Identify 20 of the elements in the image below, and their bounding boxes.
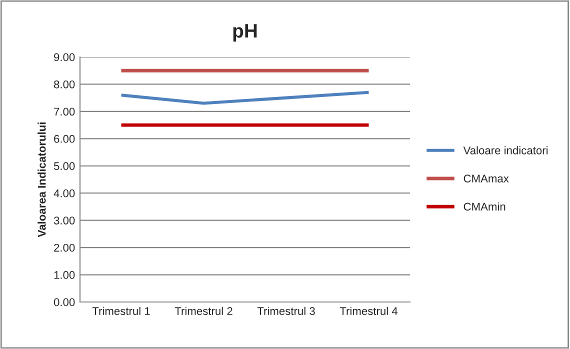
y-tick-label: 9.00: [54, 53, 75, 62]
y-tick-label: 5.00: [54, 162, 75, 170]
y-tick-label: 4.00: [54, 189, 75, 198]
y-tick-label: 2.00: [54, 244, 75, 252]
y-tick-label: 8.00: [54, 80, 75, 88]
y-tick-label: 0.00: [54, 298, 75, 306]
y-tick-label: 6.00: [54, 134, 75, 143]
y-axis-title: Valoarea Indicatorului: [38, 122, 46, 238]
x-tick-label: Trimestrul 4: [340, 306, 398, 316]
y-tick-label: 7.00: [54, 108, 75, 116]
y-tick-label: 1.00: [54, 271, 75, 279]
x-tick-label: Trimestrul 2: [174, 306, 232, 316]
x-tick-label: Trimestrul 3: [257, 306, 315, 316]
legend-label: Valoare indicatori: [463, 146, 548, 154]
chart-title: pH: [233, 24, 257, 42]
line-series: [120, 90, 370, 105]
legend-label: CMAmax: [464, 174, 509, 182]
x-tick-label: Trimestrul 1: [92, 306, 150, 316]
y-tick-label: 3.00: [54, 216, 75, 224]
legend-label: CMAmin: [464, 202, 506, 211]
